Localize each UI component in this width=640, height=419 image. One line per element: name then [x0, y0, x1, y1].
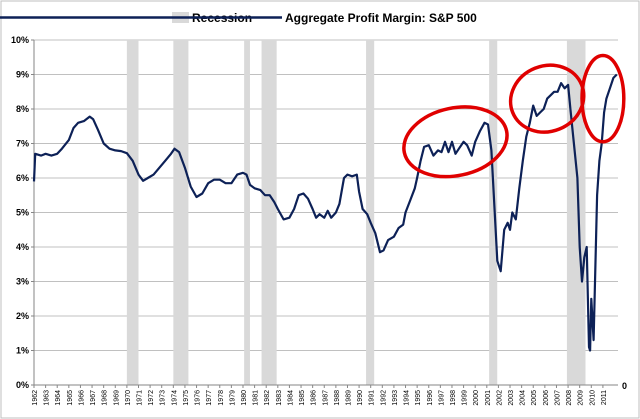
recession-band	[489, 40, 498, 385]
x-tick-label: 2008	[566, 390, 573, 406]
x-tick-label: 1973	[160, 390, 167, 406]
x-tick-label: 1970	[125, 390, 132, 406]
y-tick-label: 5%	[16, 208, 29, 218]
x-tick-label: 1962	[32, 390, 39, 406]
x-tick-label: 1988	[334, 390, 341, 406]
y-tick-label: 1%	[16, 346, 29, 356]
x-tick-label: 1967	[90, 390, 97, 406]
x-tick-label: 1977	[206, 390, 213, 406]
y-tick-label: 0%	[16, 380, 29, 390]
x-tick-label: 1975	[183, 390, 190, 406]
x-tick-label: 1991	[369, 390, 376, 406]
recession-band	[261, 40, 277, 385]
x-tick-label: 1990	[357, 390, 364, 406]
x-tick-label: 2006	[543, 390, 550, 406]
series-layer	[32, 73, 618, 352]
legend-profit-margin-label: Aggregate Profit Margin: S&P 500	[285, 11, 477, 25]
x-tick-label: 2011	[601, 390, 608, 405]
x-tick-label: 1987	[322, 390, 329, 406]
annotation-layer	[402, 53, 626, 179]
x-tick-label: 2010	[589, 390, 596, 406]
annotation-ellipse	[402, 105, 509, 179]
x-axis-ticks: 1962 1963 1964 1965 1966 1967 1968 1969 1970 1971…	[32, 385, 608, 406]
y-tick-label: 7%	[16, 139, 29, 149]
x-tick-label: 1996	[427, 390, 434, 406]
x-tick-label: 2002	[496, 390, 503, 406]
x-tick-label: 1989	[345, 390, 352, 406]
x-tick-label: 1968	[102, 390, 109, 406]
x-tick-label: 1972	[148, 390, 155, 406]
annotation-ellipse	[580, 53, 626, 144]
x-tick-label: 1964	[55, 390, 62, 406]
x-tick-label: 2000	[473, 390, 480, 406]
x-tick-label: 1994	[404, 390, 411, 406]
y-tick-label: 6%	[16, 173, 29, 183]
x-tick-label: 1999	[462, 390, 469, 406]
x-tick-label: 1966	[78, 390, 85, 406]
recession-band	[244, 40, 250, 385]
x-tick-label: 1974	[171, 390, 178, 406]
x-tick-label: 2007	[554, 390, 561, 406]
y-tick-label: 8%	[16, 104, 29, 114]
x-tick-label: 2004	[520, 390, 527, 406]
recession-band	[173, 40, 189, 385]
x-tick-label: 2009	[578, 390, 585, 406]
x-tick-label: 1984	[287, 390, 294, 406]
y-tick-label: 10%	[11, 35, 29, 45]
x-tick-label: 1981	[253, 390, 260, 406]
x-tick-label: 2003	[508, 390, 515, 406]
x-tick-label: 1971	[136, 390, 143, 406]
y-tick-label: 3%	[16, 277, 29, 287]
recession-band	[366, 40, 375, 385]
y-tick-label: 4%	[16, 242, 29, 252]
x-tick-label: 1963	[44, 390, 51, 406]
x-tick-label: 1995	[415, 390, 422, 406]
x-tick-label: 1985	[299, 390, 306, 406]
x-tick-label: 1998	[450, 390, 457, 406]
x-tick-label: 1997	[438, 390, 445, 406]
x-tick-label: 2001	[485, 390, 492, 406]
x-tick-label: 1980	[241, 390, 248, 406]
x-tick-label: 1965	[67, 390, 74, 406]
x-tick-label: 2005	[531, 390, 538, 406]
y-axis-ticks: 0% 1% 2% 3% 4% 5% 6% 7% 8% 9% 10%	[11, 35, 34, 390]
recession-band	[126, 40, 139, 385]
x-tick-label: 1978	[218, 390, 225, 406]
x-tick-label: 1992	[380, 390, 387, 406]
series-line-profit-margin	[32, 73, 618, 352]
x-tick-label: 1986	[311, 390, 318, 406]
x-tick-label: 1993	[392, 390, 399, 406]
right-axis-label: 0	[622, 381, 627, 391]
x-tick-label: 1979	[229, 390, 236, 406]
y-tick-label: 2%	[16, 311, 29, 321]
legend: Recession Aggregate Profit Margin: S&P 5…	[0, 11, 477, 25]
y-tick-label: 9%	[16, 70, 29, 80]
x-tick-label: 1976	[195, 390, 202, 406]
x-tick-label: 1969	[113, 390, 120, 406]
x-tick-label: 1982	[264, 390, 271, 406]
x-tick-label: 1983	[276, 390, 283, 406]
